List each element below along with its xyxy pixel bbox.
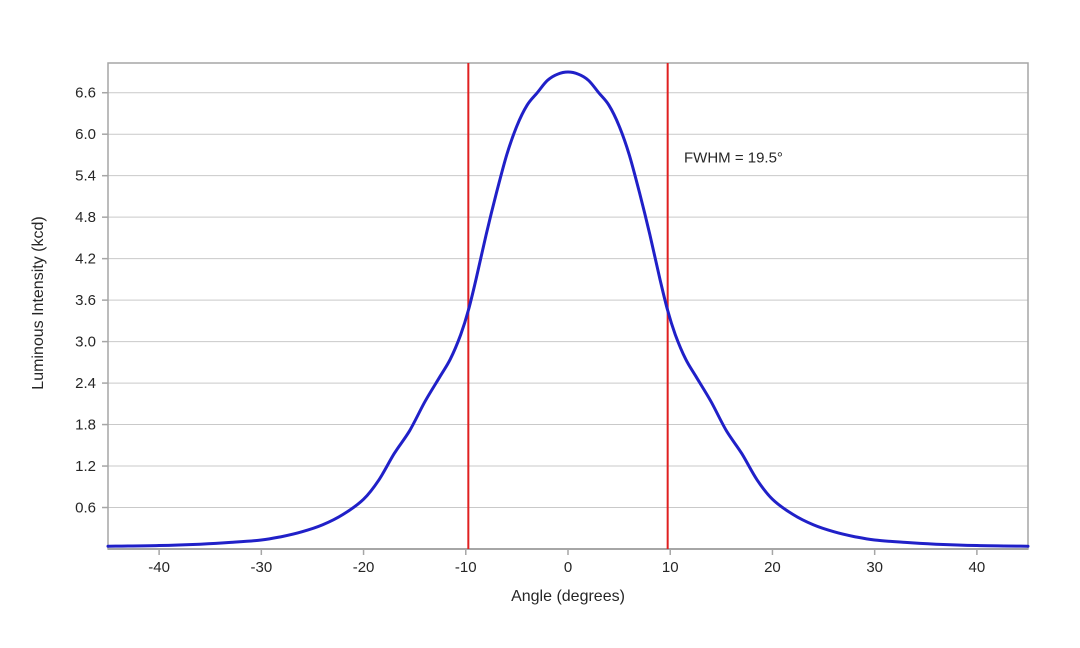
- y-tick-label: 6.0: [75, 126, 96, 143]
- x-tick-label: -20: [353, 559, 375, 576]
- y-tick-label: 3.0: [75, 334, 96, 351]
- x-axis-title: Angle (degrees): [511, 588, 625, 605]
- x-tick-label: 30: [866, 559, 883, 576]
- y-tick-label: 1.2: [75, 458, 96, 475]
- intensity-curve: [106, 70, 1030, 548]
- x-tick-label: -40: [148, 559, 170, 576]
- y-tick-label: 1.8: [75, 417, 96, 434]
- fwhm-annotation: FWHM = 19.5°: [684, 149, 783, 167]
- y-tick-label: 3.6: [75, 292, 96, 309]
- y-tick-label: 4.8: [75, 209, 96, 226]
- y-tick-label: 4.2: [75, 251, 96, 268]
- x-tick-label: 10: [662, 559, 679, 576]
- x-tick-label: 0: [564, 559, 572, 576]
- y-tick-label: 2.4: [75, 375, 96, 392]
- x-tick-label: -10: [455, 559, 477, 576]
- x-tick-label: 20: [764, 559, 781, 576]
- y-tick-label: 0.6: [75, 500, 96, 517]
- plot-border: [107, 62, 1029, 550]
- y-axis-title: Luminous Intensity (kcd): [30, 216, 47, 390]
- y-tick-label: 6.6: [75, 85, 96, 102]
- x-tick-label: -30: [250, 559, 272, 576]
- x-tick-label: 40: [969, 559, 986, 576]
- y-tick-label: 5.4: [75, 168, 96, 185]
